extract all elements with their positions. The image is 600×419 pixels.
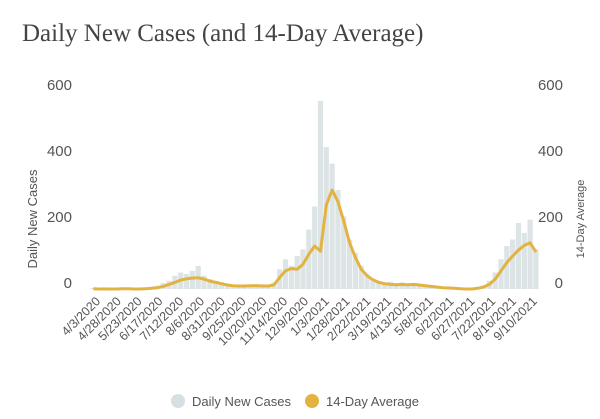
bar-daily-new-cases xyxy=(306,229,312,289)
bar-daily-new-cases xyxy=(405,284,411,289)
bar-daily-new-cases xyxy=(521,232,527,289)
bar-daily-new-cases xyxy=(358,265,364,289)
bar-daily-new-cases xyxy=(300,249,306,289)
bar-daily-new-cases xyxy=(515,223,522,289)
y2-tick-label: 200 xyxy=(538,209,563,226)
line-14-day-average xyxy=(93,188,538,291)
y-tick-label: 400 xyxy=(47,143,72,160)
bar-daily-new-cases xyxy=(183,274,190,289)
y2-axis-title: 14-Day Average xyxy=(575,180,587,259)
bar-daily-new-cases xyxy=(504,246,510,289)
legend-marker-daily-new-cases xyxy=(171,394,185,408)
y-tick-label: 600 xyxy=(47,77,72,94)
bar-daily-new-cases xyxy=(533,249,539,289)
y-tick-label: 200 xyxy=(47,209,72,226)
y2-tick-label: 0 xyxy=(555,275,563,292)
bar-daily-new-cases xyxy=(218,282,225,289)
bar-daily-new-cases xyxy=(498,259,504,289)
bar-daily-new-cases xyxy=(323,147,329,289)
chart-title: Daily New Cases (and 14-Day Average) xyxy=(22,20,424,47)
legend-marker-14-day-average xyxy=(305,394,319,408)
bar-daily-new-cases xyxy=(510,239,516,289)
bar-daily-new-cases xyxy=(224,284,230,289)
bar-daily-new-cases xyxy=(527,219,533,289)
bar-daily-new-cases xyxy=(189,270,195,289)
y-tick-label: 0 xyxy=(64,275,72,292)
bar-daily-new-cases xyxy=(422,285,428,289)
bar-daily-new-cases xyxy=(381,282,388,289)
bar-daily-new-cases xyxy=(364,274,370,289)
bar-daily-new-cases xyxy=(213,280,219,289)
bar-daily-new-cases xyxy=(370,279,376,289)
y2-tick-label: 400 xyxy=(538,143,563,160)
bar-daily-new-cases xyxy=(201,275,207,289)
bar-daily-new-cases xyxy=(288,265,294,289)
y2-tick-label: 600 xyxy=(538,77,563,94)
bar-daily-new-cases xyxy=(346,239,353,289)
y-axis-title: Daily New Cases xyxy=(25,169,40,268)
bar-daily-new-cases xyxy=(282,259,289,289)
bar-daily-new-cases xyxy=(207,279,213,289)
bar-daily-new-cases xyxy=(329,163,335,289)
legend-label-14-day-average: 14-Day Average xyxy=(326,394,419,409)
bar-daily-new-cases xyxy=(341,216,347,289)
bar-daily-new-cases xyxy=(335,190,341,289)
bar-daily-new-cases xyxy=(317,100,324,290)
legend-label-daily-new-cases: Daily New Cases xyxy=(192,394,291,409)
bar-daily-new-cases xyxy=(294,256,300,289)
bar-daily-new-cases xyxy=(411,283,417,289)
bar-daily-new-cases xyxy=(376,280,382,289)
bar-daily-new-cases xyxy=(416,285,423,289)
bar-daily-new-cases xyxy=(352,252,359,289)
